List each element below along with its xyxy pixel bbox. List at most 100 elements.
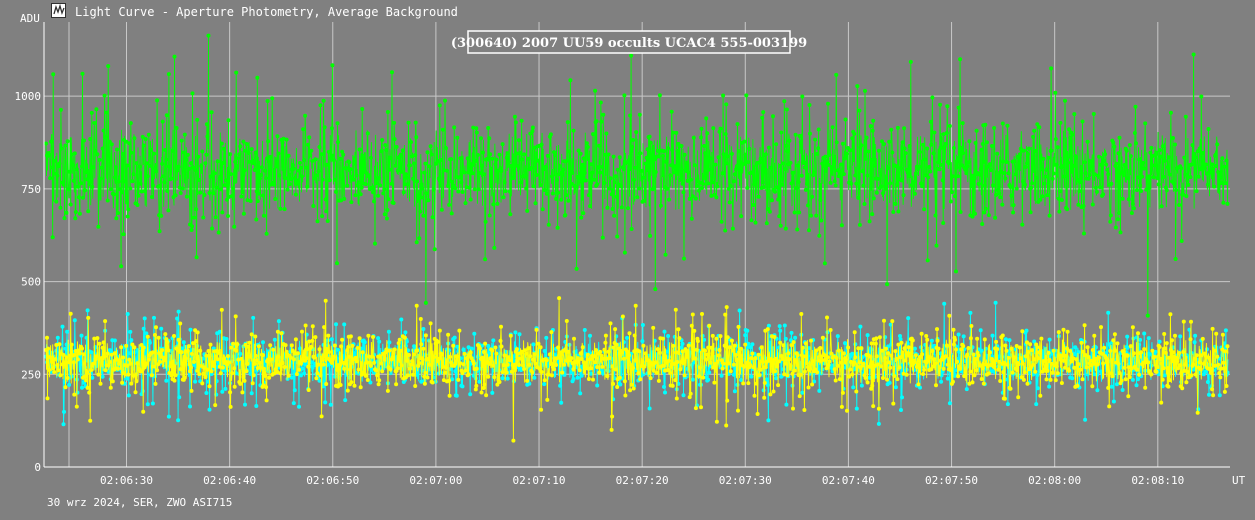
data-point <box>600 235 605 240</box>
data-point <box>179 350 184 355</box>
data-point <box>138 369 143 374</box>
data-point <box>98 381 103 386</box>
data-point <box>1213 153 1218 158</box>
data-point <box>691 135 696 140</box>
data-point <box>170 148 175 153</box>
data-point <box>1020 222 1025 227</box>
data-point <box>1211 393 1216 398</box>
data-point <box>958 57 963 62</box>
data-point <box>137 164 142 169</box>
data-point <box>562 362 567 367</box>
data-point <box>884 186 889 191</box>
data-point <box>1165 366 1170 371</box>
data-point <box>681 361 686 366</box>
data-point <box>552 150 556 155</box>
data-point <box>552 367 556 372</box>
data-point <box>1172 181 1176 186</box>
data-point <box>793 132 798 137</box>
data-point <box>421 213 426 218</box>
data-point <box>870 212 875 217</box>
data-point <box>217 364 222 369</box>
data-point <box>92 121 97 125</box>
data-point <box>686 343 691 348</box>
data-point <box>257 176 262 181</box>
data-point <box>1123 377 1128 382</box>
data-point <box>391 350 396 355</box>
data-point <box>1131 351 1136 356</box>
data-point <box>331 354 336 359</box>
data-point <box>376 382 381 387</box>
data-point <box>1216 362 1221 367</box>
data-point <box>85 177 90 182</box>
data-point <box>1210 162 1215 167</box>
data-point <box>732 172 737 177</box>
data-point <box>1179 371 1184 376</box>
data-point <box>838 162 843 167</box>
data-point <box>96 372 101 377</box>
data-point <box>1067 368 1072 373</box>
data-point <box>621 167 626 172</box>
data-point <box>470 171 475 176</box>
data-point <box>784 143 789 148</box>
data-point <box>145 402 150 407</box>
data-point <box>986 213 991 218</box>
data-point <box>472 187 477 192</box>
data-point <box>128 121 133 126</box>
data-point <box>629 382 634 387</box>
data-point <box>486 126 491 130</box>
data-point <box>261 353 265 358</box>
data-point <box>1026 152 1030 157</box>
data-point <box>1081 204 1086 208</box>
data-point <box>698 180 702 185</box>
data-point <box>879 364 883 369</box>
data-point <box>366 174 371 179</box>
data-point <box>964 387 969 392</box>
data-point <box>574 266 579 271</box>
data-point <box>462 170 467 175</box>
data-point <box>446 183 451 188</box>
data-point <box>378 183 383 188</box>
data-point <box>399 363 404 368</box>
data-point <box>917 164 921 169</box>
data-point <box>836 174 841 179</box>
data-point <box>62 360 67 365</box>
data-point <box>398 152 403 157</box>
x-tick-label: 02:07:20 <box>616 474 669 487</box>
data-point <box>974 368 979 373</box>
data-point <box>190 351 194 356</box>
data-point <box>771 361 775 366</box>
data-point <box>724 305 729 310</box>
data-point <box>601 371 606 376</box>
data-point <box>633 165 638 170</box>
data-point <box>220 389 225 394</box>
data-point <box>190 224 194 229</box>
data-point <box>200 149 205 154</box>
data-point <box>186 344 191 349</box>
data-point <box>1174 188 1179 192</box>
data-point <box>308 153 313 158</box>
data-point <box>673 164 678 169</box>
data-point <box>913 171 918 176</box>
data-point <box>856 346 861 351</box>
data-point <box>377 378 382 383</box>
data-point <box>412 161 417 166</box>
data-point <box>701 182 706 186</box>
data-point <box>1147 174 1152 179</box>
data-point <box>936 346 941 351</box>
data-point <box>542 349 547 353</box>
data-point <box>792 368 797 373</box>
data-point <box>380 138 385 142</box>
data-point <box>649 153 654 158</box>
data-point <box>979 147 984 152</box>
data-point <box>532 375 537 380</box>
data-point <box>706 181 711 186</box>
data-point <box>288 355 293 360</box>
data-point <box>511 438 516 443</box>
data-point <box>920 184 925 189</box>
data-point <box>902 346 907 351</box>
data-point <box>633 303 638 308</box>
data-point <box>695 339 700 344</box>
data-point <box>721 93 726 98</box>
data-point <box>673 378 678 383</box>
data-point <box>377 176 382 181</box>
